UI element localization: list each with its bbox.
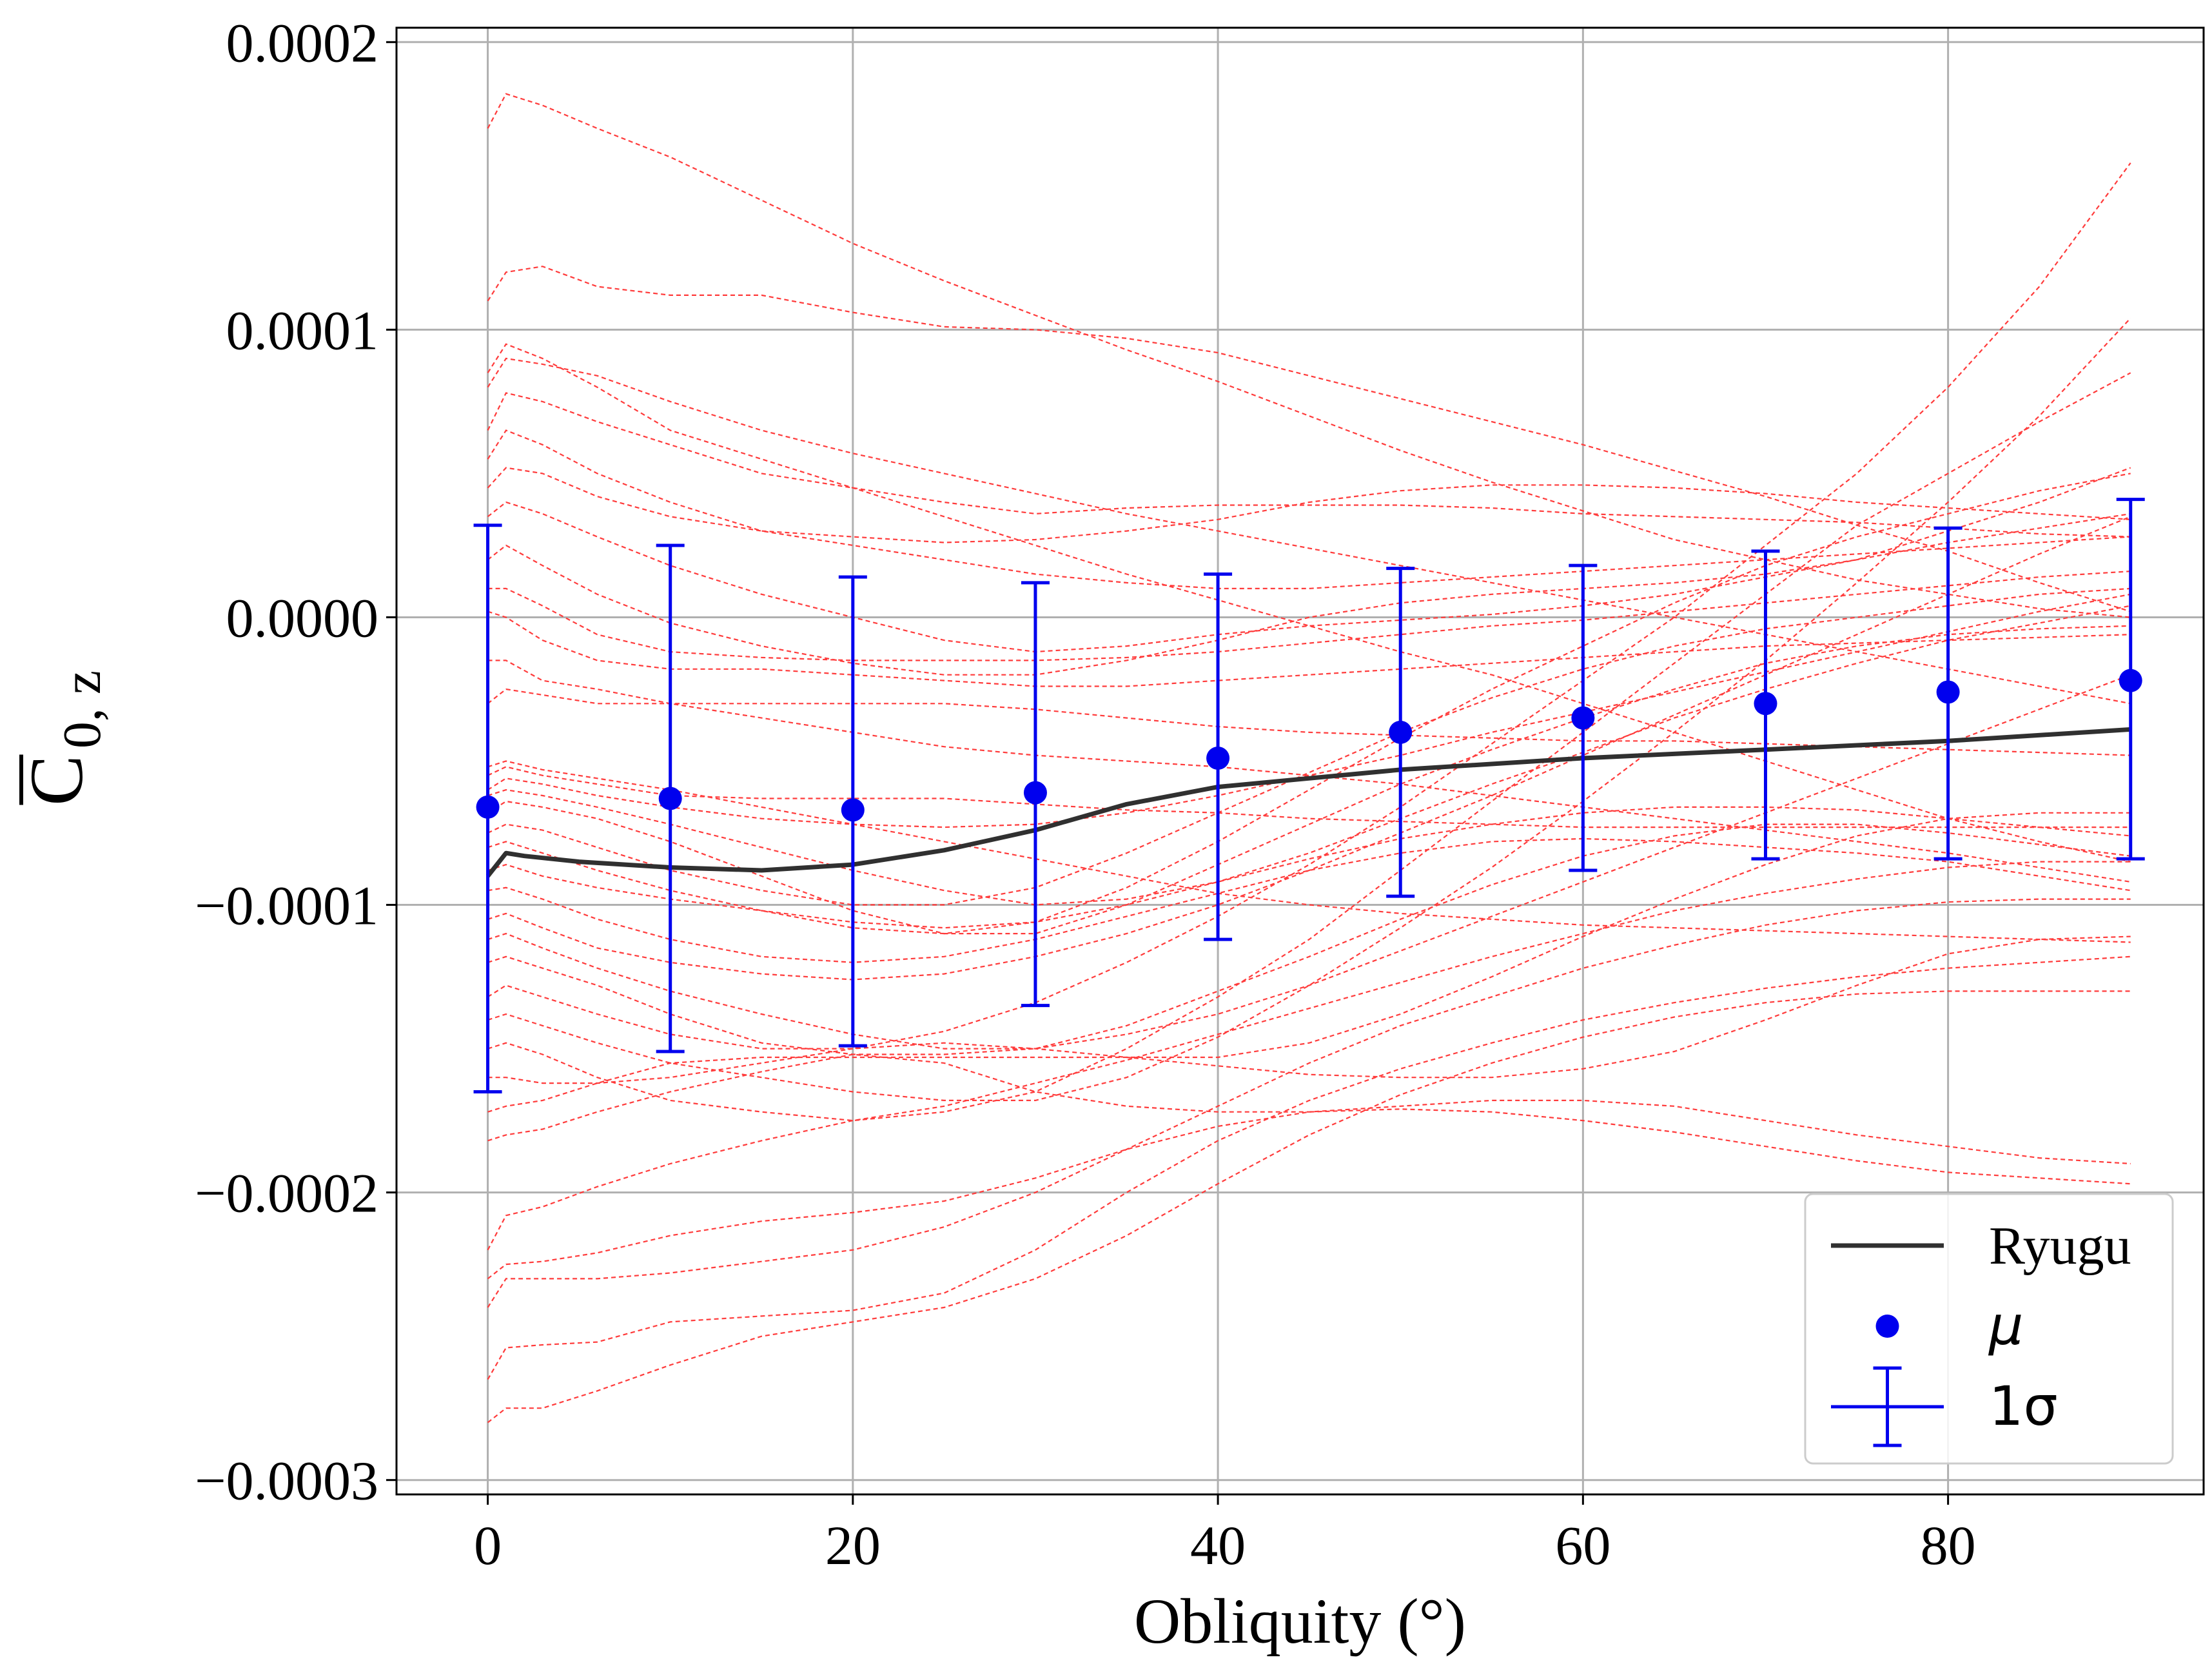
sample-curve-34 [487, 955, 2131, 1380]
legend: Ryugu μ 1σ [1804, 1193, 2174, 1465]
y-axis-label-subscript: 0, z [52, 670, 112, 748]
sample-curve-26 [487, 317, 2131, 1101]
legend-box [1804, 1193, 2174, 1465]
legend-mean-label: μ [1988, 1294, 2023, 1357]
sample-curve-5 [487, 429, 2131, 543]
y-tick-label-1: −0.0002 [195, 1162, 378, 1224]
sample-curve-0 [487, 93, 2131, 618]
mean-point-6 [1571, 706, 1595, 730]
x-tick-label-3: 60 [1555, 1514, 1610, 1576]
y-axis-label-main: C [14, 755, 99, 806]
mean-point-1 [658, 787, 682, 810]
ryugu-curve [485, 727, 2131, 878]
legend-mean-swatch [1875, 1315, 1899, 1338]
sample-curve-30 [487, 1053, 2131, 1165]
y-axis-label: C 0, z [14, 670, 112, 806]
mean-point-2 [841, 798, 865, 822]
x-tick-label-2: 40 [1190, 1514, 1246, 1576]
mean-point-7 [1754, 692, 1777, 716]
y-tick-label-2: −0.0001 [195, 875, 378, 937]
axis-ticks: 0 20 40 60 80 −0.0003 −0.0002 −0.0001 0.0000 0.00… [195, 12, 1976, 1576]
sample-curve-35 [487, 990, 2131, 1424]
sample-curve-27 [487, 372, 2131, 1122]
mean-point-5 [1389, 720, 1413, 744]
sample-curve-11 [487, 660, 2131, 883]
legend-errorbar-label: 1σ [1989, 1375, 2058, 1438]
mean-point-9 [2119, 669, 2142, 692]
sample-curve-32 [487, 1108, 2131, 1280]
legend-errorbar-swatch [1831, 1366, 1944, 1447]
mean-points [476, 669, 2142, 822]
sample-curve-22 [487, 516, 2131, 981]
mean-point-0 [476, 795, 500, 819]
sample-curve-3 [487, 357, 2131, 705]
sample-curve-20 [487, 806, 2131, 929]
x-tick-label-1: 20 [825, 1514, 881, 1576]
legend-ryugu-label: Ryugu [1989, 1216, 2131, 1276]
sample-curve-1 [487, 266, 2131, 612]
x-axis-label: Obliquity (°) [1134, 1585, 1466, 1657]
sample-curve-21 [487, 837, 2131, 963]
sample-curve-31 [487, 861, 2131, 1251]
y-tick-label-5: 0.0002 [226, 12, 379, 73]
mean-point-4 [1206, 747, 1230, 770]
sample-curve-23 [487, 823, 2131, 1050]
x-tick-label-4: 80 [1921, 1514, 1976, 1576]
mean-point-8 [1936, 680, 1960, 704]
y-tick-label-0: −0.0003 [195, 1450, 378, 1512]
plot-frame [395, 26, 2205, 1496]
sample-curve-24 [487, 674, 2131, 1055]
sample-curve-33 [487, 898, 2131, 1308]
y-tick-label-4: 0.0001 [226, 299, 379, 361]
y-tick-label-3: 0.0000 [226, 587, 379, 649]
ryugu-curve-layer [485, 727, 2131, 878]
x-tick-label-0: 0 [474, 1514, 502, 1576]
mean-point-3 [1023, 781, 1047, 805]
sample-curve-4 [487, 392, 2131, 538]
sample-curve-29 [487, 812, 2131, 1113]
